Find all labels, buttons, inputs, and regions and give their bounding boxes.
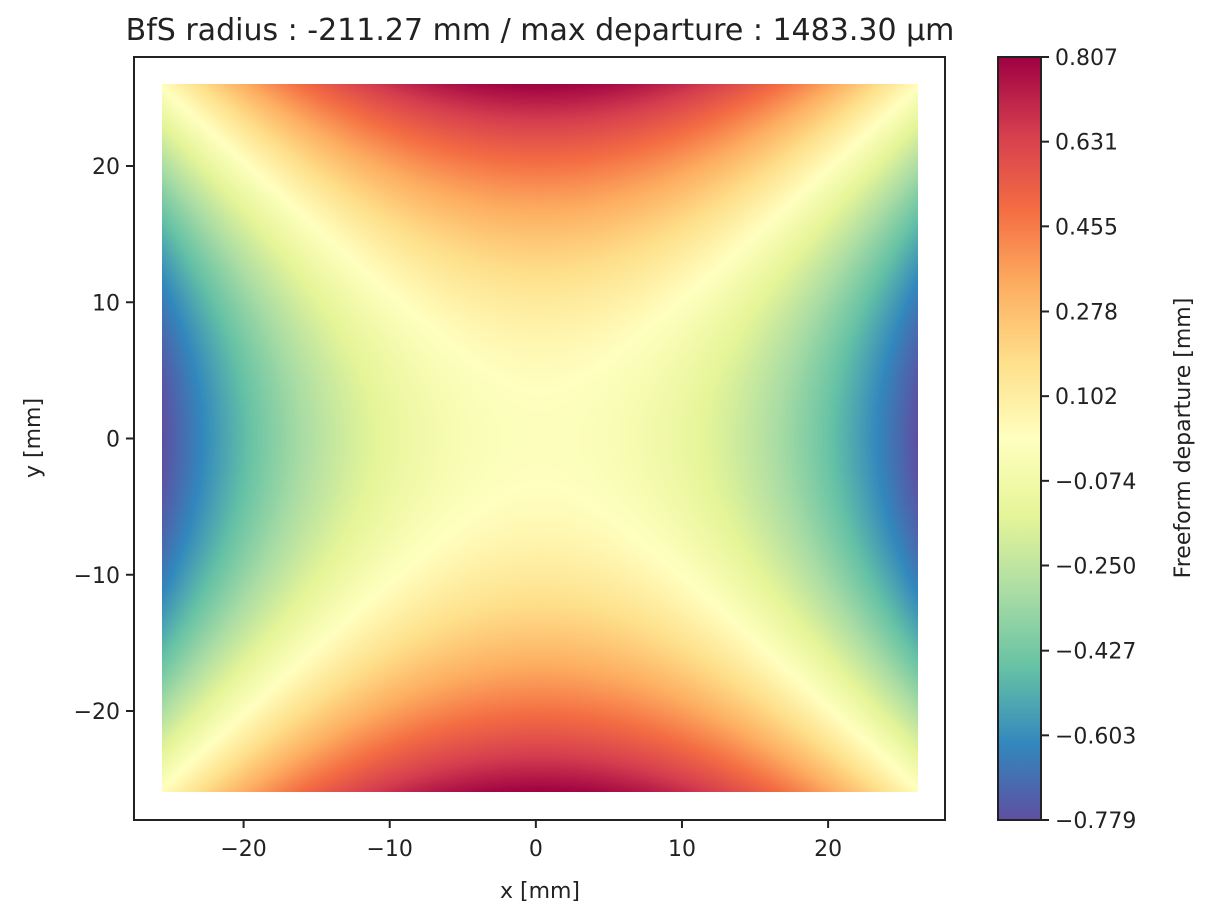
y-axis: 20 10 0 −10 −20 (74, 155, 134, 725)
colorbar-tick-label: −0.250 (1055, 555, 1136, 580)
heatmap-image (162, 84, 918, 792)
colorbar-tick-label: −0.427 (1055, 640, 1136, 665)
colorbar (997, 56, 1042, 821)
y-axis-label: y [mm] (21, 398, 46, 478)
x-axis-label: x [mm] (500, 879, 580, 904)
x-tick-label: −20 (220, 837, 266, 862)
y-tick-label: −10 (74, 564, 120, 589)
colorbar-tick-label: 0.631 (1055, 131, 1118, 156)
x-tick-label: −10 (367, 837, 413, 862)
colorbar-label: Freeform departure [mm] (1171, 298, 1196, 579)
colorbar-tick-label: −0.074 (1055, 470, 1136, 495)
colorbar-tick-label: −0.603 (1055, 724, 1136, 749)
y-tick-label: −20 (74, 700, 120, 725)
colorbar-tick-label: 0.278 (1055, 300, 1118, 325)
x-axis: −20 −10 0 10 20 (220, 820, 842, 862)
y-tick-label: 20 (92, 155, 120, 180)
chart-title: BfS radius : -211.27 mm / max departure … (126, 13, 955, 48)
x-tick-label: 0 (529, 837, 543, 862)
y-tick-label: 10 (92, 291, 120, 316)
colorbar-tick-label: 0.807 (1055, 46, 1118, 71)
colorbar-axis: 0.807 0.631 0.455 0.278 0.102 −0.074 −0.250 −0.… (1041, 46, 1136, 834)
colorbar-tick-label: 0.455 (1055, 215, 1118, 240)
colorbar-tick-label: −0.779 (1055, 809, 1136, 834)
y-tick-label: 0 (106, 428, 120, 453)
colorbar-tick-label: 0.102 (1055, 385, 1118, 410)
x-tick-label: 20 (814, 837, 842, 862)
x-tick-label: 10 (668, 837, 696, 862)
